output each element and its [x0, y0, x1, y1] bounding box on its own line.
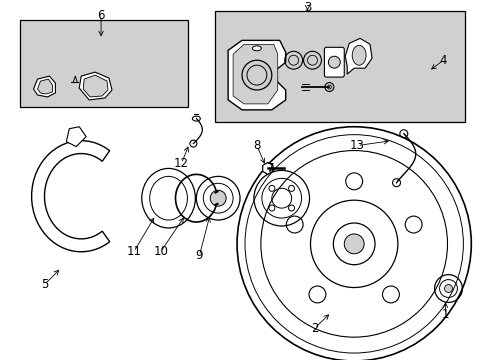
Text: 12: 12 [174, 157, 188, 170]
FancyBboxPatch shape [324, 47, 344, 77]
Polygon shape [233, 44, 277, 104]
Bar [215, 10, 465, 122]
Polygon shape [66, 127, 86, 147]
Polygon shape [345, 39, 371, 74]
Ellipse shape [149, 176, 187, 220]
Circle shape [210, 190, 225, 206]
Ellipse shape [351, 45, 366, 65]
Circle shape [326, 85, 331, 89]
Circle shape [328, 56, 340, 68]
Text: 7: 7 [266, 162, 274, 175]
Polygon shape [228, 40, 285, 110]
Bar [20, 19, 188, 107]
Text: 1: 1 [441, 308, 448, 321]
Polygon shape [83, 75, 108, 97]
Polygon shape [38, 79, 52, 94]
Polygon shape [34, 76, 55, 97]
Text: 13: 13 [349, 139, 364, 152]
Circle shape [288, 55, 298, 65]
Text: 2: 2 [310, 322, 318, 335]
Circle shape [260, 150, 447, 337]
Polygon shape [32, 141, 109, 252]
Ellipse shape [142, 168, 195, 228]
Text: 9: 9 [195, 249, 203, 262]
Ellipse shape [252, 46, 261, 51]
Circle shape [344, 234, 364, 254]
Text: 11: 11 [126, 245, 141, 258]
Text: 10: 10 [153, 245, 168, 258]
Circle shape [307, 55, 317, 65]
Ellipse shape [192, 116, 200, 121]
Text: 6: 6 [97, 9, 104, 22]
Polygon shape [79, 72, 112, 100]
Text: 8: 8 [253, 139, 260, 152]
Text: 5: 5 [41, 278, 48, 291]
Circle shape [246, 65, 266, 85]
Circle shape [444, 284, 451, 293]
Text: 3: 3 [303, 1, 310, 14]
Text: 4: 4 [439, 54, 447, 67]
